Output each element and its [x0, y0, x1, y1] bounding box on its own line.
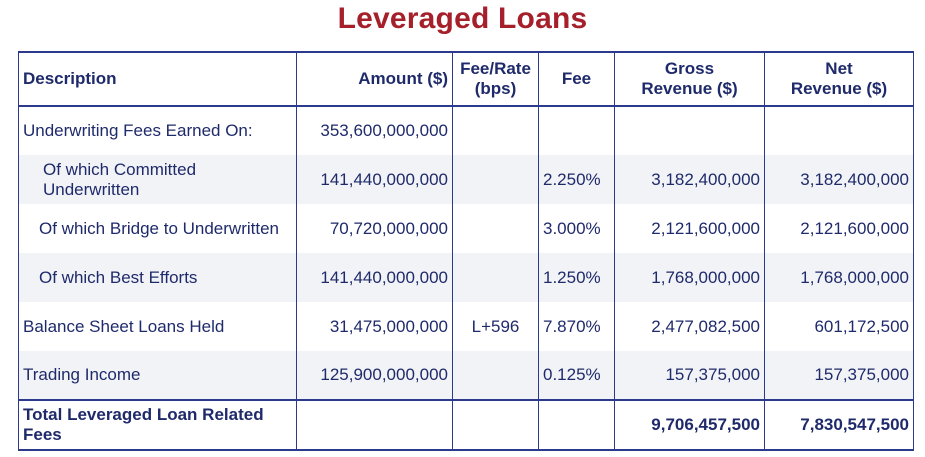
table-row: Underwriting Fees Earned On: 353,600,000… — [18, 106, 914, 155]
header-net-line1: Net — [825, 59, 853, 78]
cell-description: Of which Committed Underwritten — [18, 155, 297, 204]
cell-description: Of which Best Efforts — [18, 253, 297, 302]
total-gross: 9,706,457,500 — [614, 399, 765, 451]
header-gross-line1: Gross — [664, 59, 715, 78]
cell-net: 1,768,000,000 — [764, 253, 914, 302]
cell-gross: 157,375,000 — [614, 351, 765, 400]
cell-fee-rate — [452, 106, 539, 155]
header-amount: Amount ($) — [296, 51, 453, 107]
table-row: Of which Best Efforts 141,440,000,000 1.… — [18, 253, 914, 302]
total-net: 7,830,547,500 — [764, 399, 914, 451]
cell-fee — [538, 106, 615, 155]
cell-gross: 2,477,082,500 — [614, 302, 765, 351]
cell-amount: 141,440,000,000 — [296, 155, 453, 204]
cell-fee: 3.000% — [538, 204, 615, 253]
header-fee-rate-line1: Fee/Rate — [460, 59, 531, 78]
table-row: Balance Sheet Loans Held 31,475,000,000 … — [18, 302, 914, 351]
header-gross-revenue: Gross Revenue ($) — [614, 51, 765, 107]
cell-net: 157,375,000 — [764, 351, 914, 400]
cell-fee: 1.250% — [538, 253, 615, 302]
cell-fee-rate: L+596 — [452, 302, 539, 351]
cell-fee: 2.250% — [538, 155, 615, 204]
cell-gross: 1,768,000,000 — [614, 253, 765, 302]
total-row: Total Leveraged Loan Related Fees 9,706,… — [18, 399, 914, 451]
header-net-revenue: Net Revenue ($) — [764, 51, 914, 107]
total-fee-rate — [452, 399, 539, 451]
cell-description: Trading Income — [18, 351, 297, 400]
cell-fee-rate — [452, 155, 539, 204]
total-fee — [538, 399, 615, 451]
header-description: Description — [18, 51, 297, 107]
header-fee: Fee — [538, 51, 615, 107]
table-row: Trading Income 125,900,000,000 0.125% 15… — [18, 351, 914, 400]
leveraged-loans-table: Description Amount ($) Fee/Rate (bps) Fe… — [18, 51, 914, 451]
cell-gross: 2,121,600,000 — [614, 204, 765, 253]
cell-net: 3,182,400,000 — [764, 155, 914, 204]
cell-amount: 125,900,000,000 — [296, 351, 453, 400]
cell-gross: 3,182,400,000 — [614, 155, 765, 204]
cell-fee-rate — [452, 253, 539, 302]
cell-fee: 7.870% — [538, 302, 615, 351]
cell-fee: 0.125% — [538, 351, 615, 400]
cell-amount: 31,475,000,000 — [296, 302, 453, 351]
cell-description: Underwriting Fees Earned On: — [18, 106, 297, 155]
cell-net — [764, 106, 914, 155]
header-row: Description Amount ($) Fee/Rate (bps) Fe… — [18, 51, 914, 107]
total-amount — [296, 399, 453, 451]
cell-fee-rate — [452, 204, 539, 253]
header-gross-line2: Revenue ($) — [641, 79, 738, 98]
header-fee-rate: Fee/Rate (bps) — [452, 51, 539, 107]
table-row: Of which Bridge to Underwritten 70,720,0… — [18, 204, 914, 253]
cell-amount: 70,720,000,000 — [296, 204, 453, 253]
cell-description: Balance Sheet Loans Held — [18, 302, 297, 351]
cell-gross — [614, 106, 765, 155]
cell-fee-rate — [452, 351, 539, 400]
page-title: Leveraged Loans — [337, 2, 588, 35]
total-description: Total Leveraged Loan Related Fees — [18, 399, 297, 451]
cell-net: 601,172,500 — [764, 302, 914, 351]
cell-net: 2,121,600,000 — [764, 204, 914, 253]
header-fee-rate-line2: (bps) — [474, 79, 517, 98]
cell-description: Of which Bridge to Underwritten — [18, 204, 297, 253]
cell-amount: 353,600,000,000 — [296, 106, 453, 155]
table-row: Of which Committed Underwritten 141,440,… — [18, 155, 914, 204]
cell-amount: 141,440,000,000 — [296, 253, 453, 302]
header-net-line2: Revenue ($) — [790, 79, 888, 98]
